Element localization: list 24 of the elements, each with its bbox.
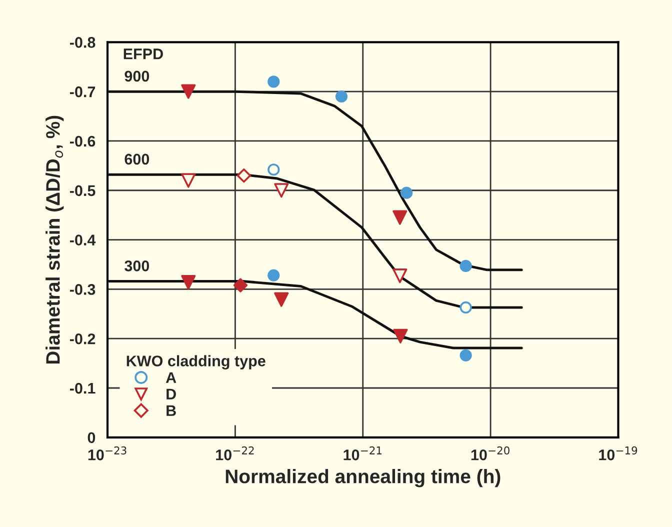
x-tick-label: 10$^{−19}$ <box>599 446 638 460</box>
y-tick-label: -0.6 <box>70 136 96 147</box>
series-label: 900 <box>124 70 150 82</box>
y-tick-label: 0 <box>88 432 96 444</box>
y-tick-label: -0.2 <box>70 333 96 344</box>
y-tick-label: -0.8 <box>70 37 96 48</box>
y-tick-label: -0.7 <box>70 86 96 98</box>
legend-label: D <box>166 388 176 400</box>
annotation: EFPD <box>124 48 163 60</box>
series-label: 600 <box>124 154 150 165</box>
x-axis-title: Normalized annealing time (h) <box>226 469 500 488</box>
legend-label: A <box>166 372 176 383</box>
y-tick-label: -0.4 <box>70 234 96 246</box>
x-tick-label: 10$^{−23}$ <box>88 446 126 460</box>
legend-title: KWO cladding type <box>126 355 266 370</box>
series-label: 300 <box>124 260 150 272</box>
y-tick-label: -0.5 <box>70 185 96 196</box>
y-tick-label: -0.1 <box>70 382 96 394</box>
y-tick-label: -0.3 <box>70 284 96 295</box>
x-tick-label: 10$^{−21}$ <box>344 446 382 460</box>
legend-label: B <box>166 405 176 416</box>
y-axis-title: Diametral strain (ΔD/D$_{o}$, %) <box>46 116 64 364</box>
x-tick-label: 10$^{−20}$ <box>471 446 510 460</box>
x-tick-label: 10$^{−22}$ <box>216 446 254 460</box>
